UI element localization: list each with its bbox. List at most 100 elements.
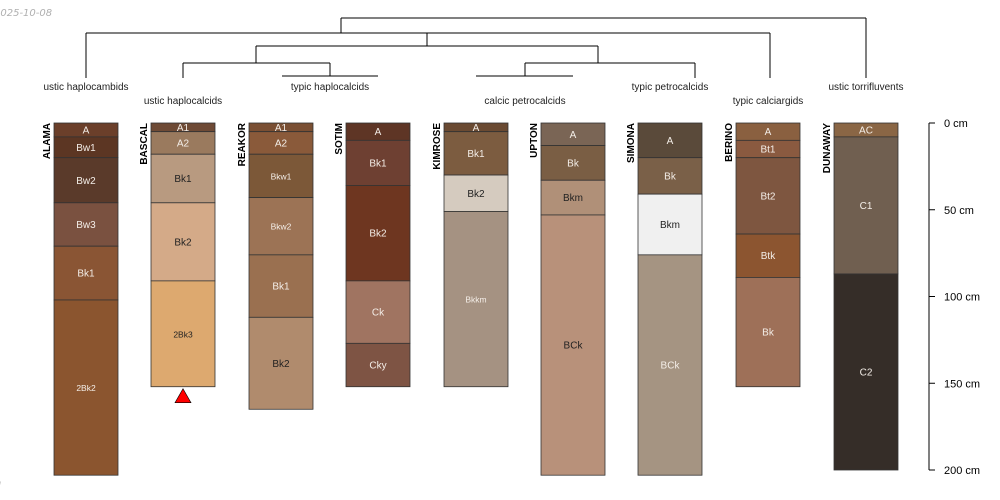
horizon-ck: [345, 280, 411, 344]
profile-name: DUNAWAY: [822, 123, 833, 174]
profile-alama: ALAMA A Bw1 Bw2 Bw3 Bk1 2Bk2: [42, 122, 119, 476]
horizon-label: C1: [860, 201, 873, 212]
horizon-label: Bk: [567, 158, 580, 169]
soil-profiles: ALAMA A Bw1 Bw2 Bw3 Bk1 2Bk2 BASCAL A1 A2 Bk1 Bk2 2B…: [42, 122, 899, 476]
horizon-2bk3: [150, 280, 216, 388]
horizon-label: BCk: [661, 361, 681, 372]
group-labels: ustic haplocambids ustic haplocalcids typi…: [43, 82, 903, 107]
dendrogram: [85, 17, 867, 78]
depth-tick-label: 100 cm: [944, 292, 980, 304]
profile-name: KIMROSE: [432, 123, 443, 170]
horizon-c2: [833, 273, 899, 471]
horizon-label: Bk2: [467, 189, 485, 200]
profile-kimrose: KIMROSE A Bk1 Bk2 Bkkm: [432, 122, 509, 388]
horizon-bt2: [735, 157, 801, 235]
horizon-bk2: [150, 202, 216, 282]
group-label-typic-calciargids: typic calciargids: [733, 96, 804, 107]
horizon-bk: [637, 157, 703, 195]
horizon-label: BCk: [564, 341, 584, 352]
profile-name: SOTIM: [334, 123, 345, 155]
depth-tick-label: 50 cm: [944, 205, 974, 217]
horizon-label: Bk1: [369, 158, 387, 169]
horizon-bk1: [345, 139, 411, 186]
horizon-bk: [735, 277, 801, 388]
profile-name: SIMONA: [626, 123, 637, 163]
profile-reakor: REAKOR A1 A2 Bkw1 Bkw2 Bk1 Bk2: [237, 122, 314, 410]
profile-simona: SIMONA A Bk Bkm BCk: [626, 122, 703, 476]
profile-upton: UPTON A Bk Bkm BCk: [529, 122, 606, 476]
profile-name: BERINO: [724, 123, 735, 162]
horizon-label: Bw1: [76, 143, 96, 154]
horizon-label: Bkw2: [271, 222, 292, 232]
horizon-label: A1: [275, 123, 288, 134]
horizon-bk: [540, 145, 606, 181]
horizon-cky: [345, 342, 411, 388]
horizon-label: Bkkm: [465, 295, 486, 305]
horizon-label: Bw2: [76, 176, 96, 187]
horizon-bk2: [248, 316, 314, 410]
horizon-label: AC: [859, 125, 873, 136]
horizon-bk1: [248, 254, 314, 318]
horizon-label: A: [667, 136, 674, 147]
horizon-label: Bw3: [76, 220, 96, 231]
profile-name: ALAMA: [42, 123, 53, 159]
horizon-label: Bk2: [174, 237, 192, 248]
group-label-calcic-petrocalcids: calcic petrocalcids: [484, 96, 565, 107]
depth-axis: 0 cm 50 cm 100 cm 150 cm 200 cm: [928, 118, 980, 477]
horizon-label: Bkm: [660, 220, 680, 231]
horizon-label: 2Bk3: [173, 329, 193, 339]
depth-tick-label: 200 cm: [944, 465, 980, 477]
horizon-bw2: [53, 157, 119, 204]
horizon-label: Ck: [372, 308, 385, 319]
footer-mark: l: [0, 481, 1, 492]
profile-berino: BERINO A Bt1 Bt2 Btk Bk: [724, 122, 801, 388]
horizon-label: Btk: [761, 251, 776, 262]
horizon-bk1: [443, 131, 509, 176]
group-label-ustic-haplocalcids: ustic haplocalcids: [144, 96, 222, 107]
horizon-bk1: [150, 153, 216, 204]
horizon-label: Bk1: [272, 282, 290, 293]
group-label-ustic-haplocambids: ustic haplocambids: [43, 82, 128, 93]
horizon-bk1: [53, 245, 119, 301]
horizon-label: Bk1: [174, 174, 192, 185]
horizon-c1: [833, 136, 899, 275]
horizon-label: Bt1: [760, 145, 775, 156]
horizon-2bk2: [53, 299, 119, 476]
date-stamp: 2025-10-08: [0, 8, 53, 19]
horizon-label: A: [375, 127, 382, 138]
horizon-btk: [735, 233, 801, 278]
profile-bascal: BASCAL A1 A2 Bk1 Bk2 2Bk3: [139, 122, 216, 404]
horizon-label: Bk2: [369, 229, 387, 240]
profile-name: UPTON: [529, 123, 540, 158]
profile-name: REAKOR: [237, 122, 248, 166]
horizon-bkm: [540, 179, 606, 216]
horizon-label: A1: [177, 123, 190, 134]
horizon-label: Bkm: [563, 193, 583, 204]
profile-dunaway: DUNAWAY AC C1 C2: [822, 122, 899, 471]
horizon-label: C2: [860, 367, 873, 378]
horizon-bkkm: [443, 211, 509, 388]
horizon-bkm: [637, 193, 703, 256]
horizon-bck: [637, 254, 703, 476]
horizon-label: A: [570, 130, 577, 141]
horizon-label: Bk2: [272, 359, 290, 370]
horizon-label: Bk: [664, 171, 677, 182]
horizon-label: A: [473, 123, 480, 134]
horizon-bck: [540, 214, 606, 476]
group-label-ustic-torrifluvents: ustic torrifluvents: [828, 82, 903, 93]
horizon-label: A: [765, 127, 772, 138]
depth-marker-icon: [174, 388, 192, 404]
group-label-typic-petrocalcids: typic petrocalcids: [632, 82, 709, 93]
profile-sotim: SOTIM A Bk1 Bk2 Ck Cky: [334, 122, 411, 388]
horizon-label: 2Bk2: [76, 383, 96, 393]
profile-name: BASCAL: [139, 123, 150, 165]
horizon-label: Bk1: [467, 149, 485, 160]
horizon-a: [637, 122, 703, 159]
group-label-typic-haplocalcids: typic haplocalcids: [291, 82, 369, 93]
horizon-label: A2: [275, 138, 288, 149]
horizon-label: Bkw1: [271, 171, 292, 181]
horizon-label: Bk1: [77, 269, 95, 280]
horizon-label: A: [83, 125, 90, 136]
depth-tick-label: 0 cm: [944, 118, 968, 130]
